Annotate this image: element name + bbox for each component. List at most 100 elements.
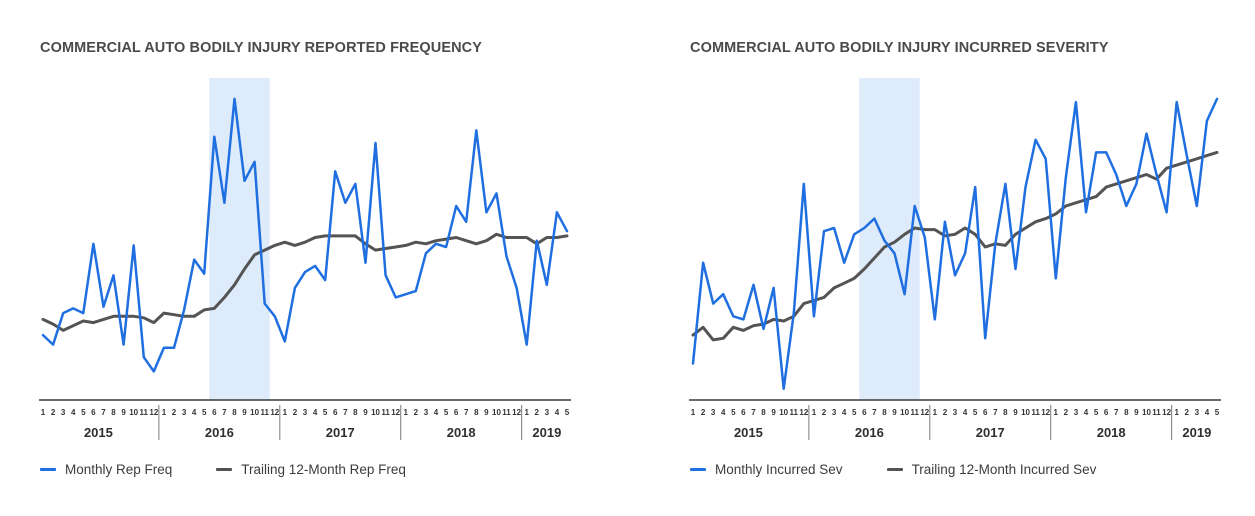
x-tick-label: 6 xyxy=(91,408,96,417)
series-line-trailing xyxy=(41,232,569,332)
x-tick-label: 5 xyxy=(852,408,857,417)
x-tick-label: 9 xyxy=(242,408,247,417)
x-tick-label: 2 xyxy=(943,408,948,417)
x-tick-label: 8 xyxy=(882,408,887,417)
legend-label-trailing: Trailing 12-Month Rep Freq xyxy=(241,462,406,477)
legend-swatch-monthly xyxy=(40,468,56,471)
x-tick-label: 7 xyxy=(993,408,998,417)
x-tick-label: 8 xyxy=(232,408,237,417)
x-tick-label: 8 xyxy=(761,408,766,417)
x-tick-label: 1 xyxy=(404,408,409,417)
x-tick-label: 5 xyxy=(202,408,207,417)
x-tick-label: 10 xyxy=(492,408,501,417)
x-tick-label: 12 xyxy=(799,408,808,417)
x-tick-label: 6 xyxy=(1104,408,1109,417)
x-tick-label: 11 xyxy=(381,408,390,417)
year-label: 2015 xyxy=(734,425,763,440)
x-tick-label: 8 xyxy=(111,408,116,417)
x-tick-label: 4 xyxy=(192,408,197,417)
x-tick-label: 3 xyxy=(303,408,308,417)
x-tick-label: 3 xyxy=(545,408,550,417)
severity-chart-plot: 1 2 3 4 5 6 7 8 9 10 11 12 1 2 3 4 5 6 7 8 9 10 11 12 1 2 3 4 5 6 7 8 9 1… xyxy=(689,78,1221,440)
x-tick-label: 4 xyxy=(721,408,726,417)
x-tick-label: 11 xyxy=(140,408,149,417)
x-tick-label: 11 xyxy=(260,408,269,417)
x-tick-label: 5 xyxy=(323,408,328,417)
x-tick-label: 2 xyxy=(293,408,298,417)
x-tick-label: 6 xyxy=(333,408,338,417)
x-tick-label: 1 xyxy=(524,408,529,417)
x-tick-label: 12 xyxy=(512,408,521,417)
x-tick-label: 10 xyxy=(250,408,259,417)
x-tick-label: 6 xyxy=(454,408,459,417)
x-tick-label: 2 xyxy=(414,408,419,417)
x-tick-label: 6 xyxy=(212,408,217,417)
x-tick-label: 10 xyxy=(371,408,380,417)
legend-item-trailing: Trailing 12-Month Rep Freq xyxy=(216,462,406,477)
x-tick-label: 1 xyxy=(41,408,46,417)
x-tick-label: 7 xyxy=(872,408,877,417)
x-tick-label: 9 xyxy=(771,408,776,417)
x-tick-label: 1 xyxy=(162,408,167,417)
x-tick-label: 12 xyxy=(391,408,400,417)
x-tick-label: 4 xyxy=(1084,408,1089,417)
legend-item-monthly: Monthly Rep Freq xyxy=(40,462,172,477)
x-tick-label: 2 xyxy=(172,408,177,417)
x-tick-label: 8 xyxy=(353,408,358,417)
legend-swatch-monthly xyxy=(690,468,706,471)
x-tick-label: 2 xyxy=(822,408,827,417)
x-tick-label: 12 xyxy=(149,408,158,417)
x-tick-label: 5 xyxy=(731,408,736,417)
x-tick-label: 8 xyxy=(1003,408,1008,417)
x-tick-label: 4 xyxy=(842,408,847,417)
x-tick-label: 5 xyxy=(81,408,86,417)
x-tick-label: 4 xyxy=(434,408,439,417)
x-tick-label: 8 xyxy=(474,408,479,417)
x-tick-label: 7 xyxy=(101,408,106,417)
x-tick-label: 1 xyxy=(1174,408,1179,417)
year-label: 2017 xyxy=(976,425,1005,440)
x-tick-label: 1 xyxy=(812,408,817,417)
x-tick-label: 10 xyxy=(1021,408,1030,417)
x-tick-label: 6 xyxy=(741,408,746,417)
year-label: 2017 xyxy=(326,425,355,440)
chart-legend: Monthly Rep Freq Trailing 12-Month Rep F… xyxy=(40,462,450,477)
x-tick-label: 2 xyxy=(1064,408,1069,417)
x-tick-label: 6 xyxy=(862,408,867,417)
x-tick-label: 7 xyxy=(751,408,756,417)
x-tick-label: 9 xyxy=(1134,408,1139,417)
highlight-band xyxy=(859,78,920,400)
legend-item-trailing: Trailing 12-Month Incurred Sev xyxy=(886,462,1097,477)
x-tick-label: 7 xyxy=(464,408,469,417)
year-label: 2019 xyxy=(1182,425,1211,440)
x-tick-label: 4 xyxy=(555,408,560,417)
x-tick-label: 4 xyxy=(963,408,968,417)
x-tick-label: 8 xyxy=(1124,408,1129,417)
legend-label-trailing: Trailing 12-Month Incurred Sev xyxy=(911,462,1097,477)
x-tick-label: 9 xyxy=(363,408,368,417)
x-tick-label: 5 xyxy=(1215,408,1220,417)
x-tick-label: 3 xyxy=(832,408,837,417)
legend-label-monthly: Monthly Rep Freq xyxy=(65,462,173,477)
year-label: 2018 xyxy=(447,425,476,440)
x-tick-label: 3 xyxy=(424,408,429,417)
x-tick-label: 3 xyxy=(61,408,66,417)
x-tick-label: 11 xyxy=(502,408,511,417)
x-tick-label: 10 xyxy=(779,408,788,417)
legend-label-monthly: Monthly Incurred Sev xyxy=(715,462,843,477)
x-tick-label: 3 xyxy=(1074,408,1079,417)
x-tick-label: 5 xyxy=(565,408,570,417)
x-tick-label: 6 xyxy=(983,408,988,417)
chart-legend: Monthly Incurred Sev Trailing 12-Month I… xyxy=(690,462,1140,477)
chart-title: COMMERCIAL AUTO BODILY INJURY REPORTED F… xyxy=(40,40,483,56)
x-tick-label: 9 xyxy=(121,408,126,417)
x-tick-label: 3 xyxy=(711,408,716,417)
x-tick-label: 11 xyxy=(790,408,799,417)
x-tick-label: 4 xyxy=(71,408,76,417)
x-tick-label: 5 xyxy=(444,408,449,417)
x-tick-label: 10 xyxy=(129,408,138,417)
x-tick-label: 12 xyxy=(1041,408,1050,417)
legend-swatch-trailing xyxy=(886,468,903,471)
x-tick-label: 9 xyxy=(1013,408,1018,417)
x-tick-label: 5 xyxy=(1094,408,1099,417)
